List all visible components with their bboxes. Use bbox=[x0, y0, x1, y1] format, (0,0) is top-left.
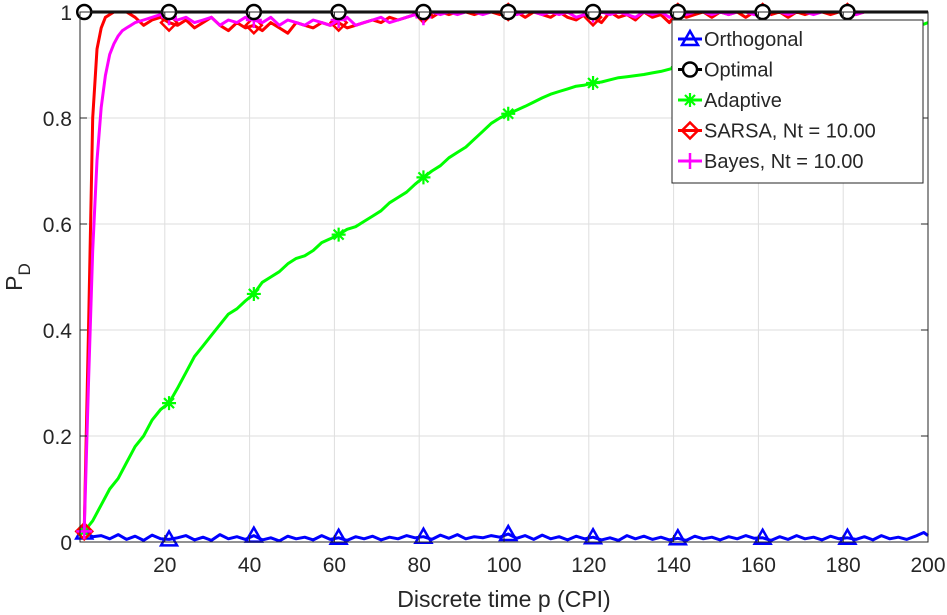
x-tick-label: 120 bbox=[571, 554, 606, 577]
x-tick-label: 140 bbox=[656, 554, 691, 577]
x-tick-label: 40 bbox=[238, 554, 261, 577]
series-marker bbox=[586, 76, 601, 91]
legend-label: SARSA, Nt = 10.00 bbox=[704, 121, 876, 143]
x-tick-label: 100 bbox=[486, 554, 521, 577]
x-tick-label: 20 bbox=[153, 554, 176, 577]
y-axis-label-sub: D bbox=[15, 263, 34, 275]
x-tick-label: 80 bbox=[408, 554, 431, 577]
series-marker bbox=[331, 227, 346, 242]
x-tick-label: 180 bbox=[826, 554, 861, 577]
legend-item: SARSA, Nt = 10.00 bbox=[678, 121, 876, 143]
legend-label: Bayes, Nt = 10.00 bbox=[704, 151, 864, 173]
x-tick-label: 200 bbox=[910, 554, 945, 577]
legend-item: Bayes, Nt = 10.00 bbox=[678, 151, 864, 173]
y-axis-label-group: PD bbox=[1, 263, 34, 291]
legend-item: Adaptive bbox=[678, 90, 782, 112]
legend-swatch-marker bbox=[680, 120, 700, 141]
series-marker bbox=[76, 523, 93, 540]
x-axis-label: Discrete time p (CPI) bbox=[397, 586, 610, 612]
y-tick-label: 0.2 bbox=[43, 426, 72, 449]
legend-swatch-marker bbox=[681, 61, 699, 78]
y-tick-label: 0.8 bbox=[43, 108, 72, 131]
series-line bbox=[83, 531, 929, 543]
y-axis-label: PD bbox=[1, 263, 34, 291]
legend-item: Orthogonal bbox=[678, 28, 803, 51]
x-tick-label: 160 bbox=[741, 554, 776, 577]
legend-swatch-marker bbox=[679, 28, 701, 47]
x-tick-label: 60 bbox=[323, 554, 346, 577]
y-tick-label: 1 bbox=[60, 2, 72, 25]
series-marker bbox=[498, 523, 519, 542]
tick-group: 20 40 60 80 100 120 140 160 180 200 0 0.2 0.4 0.6 0.8 1 bbox=[43, 2, 946, 577]
legend-item: Optimal bbox=[678, 60, 773, 82]
y-tick-label: 0 bbox=[60, 532, 72, 555]
legend-label: Optimal bbox=[704, 60, 773, 82]
y-tick-label: 0.4 bbox=[43, 320, 73, 343]
y-tick-label: 0.6 bbox=[43, 214, 72, 237]
series-marker bbox=[416, 170, 431, 185]
legend-swatch-marker bbox=[683, 93, 697, 107]
series-marker bbox=[246, 286, 261, 301]
y-axis-label-main: P bbox=[1, 275, 27, 290]
legend: Orthogonal Optimal Adaptive SARSA, Nt = 10.… bbox=[671, 19, 924, 184]
series-marker bbox=[162, 396, 177, 411]
legend-swatch-marker bbox=[682, 153, 698, 169]
series-marker bbox=[501, 106, 516, 121]
legend-box bbox=[671, 19, 924, 184]
legend-label: Orthogonal bbox=[704, 29, 803, 51]
legend-label: Adaptive bbox=[704, 90, 782, 112]
